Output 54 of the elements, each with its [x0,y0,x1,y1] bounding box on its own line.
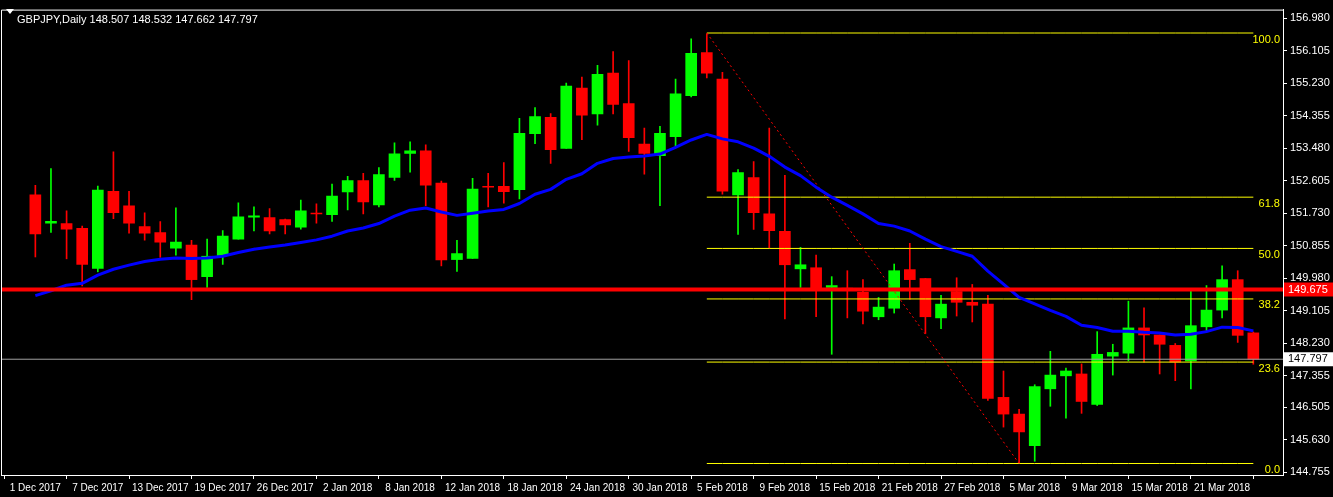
y-tick-label: 145.630 [1290,432,1330,445]
chart-title: GBPJPY,Daily 148.507 148.532 147.662 147.797 [17,13,258,26]
x-tick-label: 5 Mar 2018 [1009,481,1061,493]
x-tick-label: 13 Dec 2017 [131,481,190,493]
candlestick [154,221,167,258]
candlestick [170,207,182,256]
x-tick-label: 12 Jan 2018 [445,481,501,493]
y-tick-label: 152.605 [1290,173,1330,186]
y-tick-label: 153.480 [1290,141,1330,154]
y-tick-label: 154.355 [1290,108,1330,121]
series-label: 0.0 [1264,463,1280,476]
x-tick-label: 24 Jan 2018 [569,481,626,493]
candlestick [1106,343,1119,376]
y-tick-label: 149.105 [1290,303,1330,316]
y-tick-label: 156.105 [1290,43,1330,56]
series-label: 50.0 [1258,247,1280,260]
y-tick-label: 149.980 [1290,271,1330,284]
series-label: 61.8 [1258,196,1280,209]
series-label: 100.0 [1252,32,1280,45]
x-tick-label: 9 Feb 2018 [759,481,811,493]
x-tick-label: 21 Mar 2018 [1194,481,1251,493]
candlestick [248,206,260,232]
y-tick-label: 148.230 [1290,336,1330,349]
x-tick-label: 15 Mar 2018 [1131,481,1189,493]
y-tick-label: 147.355 [1290,368,1330,381]
ref-line-label: 149.675 [1288,282,1328,295]
x-tick-label: 2 Jan 2018 [322,481,373,493]
x-tick-label: 18 Jan 2018 [507,481,563,493]
series-label: 23.6 [1258,361,1280,374]
x-tick-label: 21 Feb 2018 [881,481,939,493]
x-tick-label: 26 Dec 2017 [256,481,314,493]
series-label: 38.2 [1258,298,1280,311]
y-tick-label: 156.980 [1290,11,1330,24]
candlestick [451,239,463,272]
ref-line-label: 147.797 [1288,352,1328,365]
x-tick-label: 1 Dec 2017 [9,481,62,493]
candlestick [497,162,510,204]
candlestick [45,168,57,233]
x-tick-label: 7 Dec 2017 [72,481,124,493]
y-tick-label: 150.855 [1290,238,1330,251]
x-tick-label: 15 Feb 2018 [819,481,876,493]
y-tick-label: 151.730 [1290,206,1330,219]
x-tick-label: 30 Jan 2018 [632,481,688,493]
y-tick-label: 155.230 [1290,76,1330,89]
y-tick-label: 146.505 [1290,400,1330,413]
x-tick-label: 27 Feb 2018 [944,481,1001,493]
x-tick-label: 5 Feb 2018 [697,481,749,493]
x-tick-label: 19 Dec 2017 [194,481,252,493]
candlestick [763,127,776,249]
x-tick-label: 8 Jan 2018 [385,481,436,493]
candlestick [1060,367,1072,419]
candlestick [404,141,416,173]
x-tick-label: 9 Mar 2018 [1071,481,1123,493]
y-tick-label: 144.755 [1290,465,1330,478]
